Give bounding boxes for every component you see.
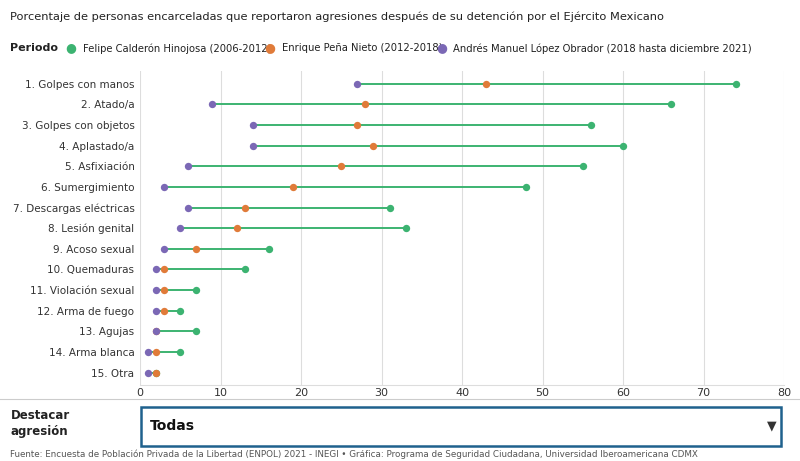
Point (206, 101, 219, 108)
Point (246, 121, 259, 129)
Point (182, 204, 194, 211)
Point (399, 225, 412, 232)
Point (142, 348, 154, 355)
Point (158, 266, 170, 273)
Text: Porcentaje de personas encarceladas que reportaron agresiones después de su dete: Porcentaje de personas encarceladas que … (10, 12, 664, 22)
Text: ●: ● (265, 41, 275, 54)
Point (150, 328, 162, 335)
Point (190, 286, 202, 294)
Text: Fuente: Encuesta de Población Privada de la Libertad (ENPOL) 2021 - INEGI • Gráf: Fuente: Encuesta de Población Privada de… (10, 449, 698, 459)
Point (150, 286, 162, 294)
Text: Todas: Todas (150, 419, 194, 433)
Point (182, 163, 194, 170)
FancyBboxPatch shape (141, 408, 781, 446)
Point (158, 245, 170, 253)
Point (238, 204, 251, 211)
Point (584, 121, 597, 129)
Point (150, 348, 162, 355)
Point (520, 183, 533, 191)
Point (174, 348, 186, 355)
Point (665, 101, 678, 108)
Point (158, 183, 170, 191)
Point (730, 80, 742, 88)
Point (246, 142, 259, 149)
Point (150, 369, 162, 376)
Text: ●: ● (66, 41, 77, 54)
Point (158, 286, 170, 294)
Point (150, 266, 162, 273)
Point (150, 369, 162, 376)
Point (286, 183, 299, 191)
Point (230, 225, 243, 232)
Point (617, 142, 630, 149)
Point (150, 307, 162, 314)
Text: Andrés Manuel López Obrador (2018 hasta diciembre 2021): Andrés Manuel López Obrador (2018 hasta … (454, 43, 752, 53)
Text: Enrique Peña Nieto (2012-2018): Enrique Peña Nieto (2012-2018) (282, 43, 442, 53)
Point (190, 245, 202, 253)
Point (262, 245, 275, 253)
Point (480, 80, 493, 88)
Text: ●: ● (436, 41, 446, 54)
Point (383, 204, 396, 211)
Point (359, 101, 372, 108)
Text: Destacar
agresión: Destacar agresión (10, 409, 70, 437)
Point (576, 163, 589, 170)
Text: Periodo: Periodo (10, 43, 58, 53)
Point (367, 142, 380, 149)
Point (190, 328, 202, 335)
Point (174, 307, 186, 314)
Text: Felipe Calderón Hinojosa (2006-2012): Felipe Calderón Hinojosa (2006-2012) (83, 43, 272, 53)
Point (351, 80, 364, 88)
Point (150, 328, 162, 335)
Point (335, 163, 348, 170)
Point (142, 369, 154, 376)
Point (158, 307, 170, 314)
Point (174, 225, 186, 232)
Point (238, 266, 251, 273)
Point (351, 121, 364, 129)
Text: ▼: ▼ (766, 420, 776, 433)
